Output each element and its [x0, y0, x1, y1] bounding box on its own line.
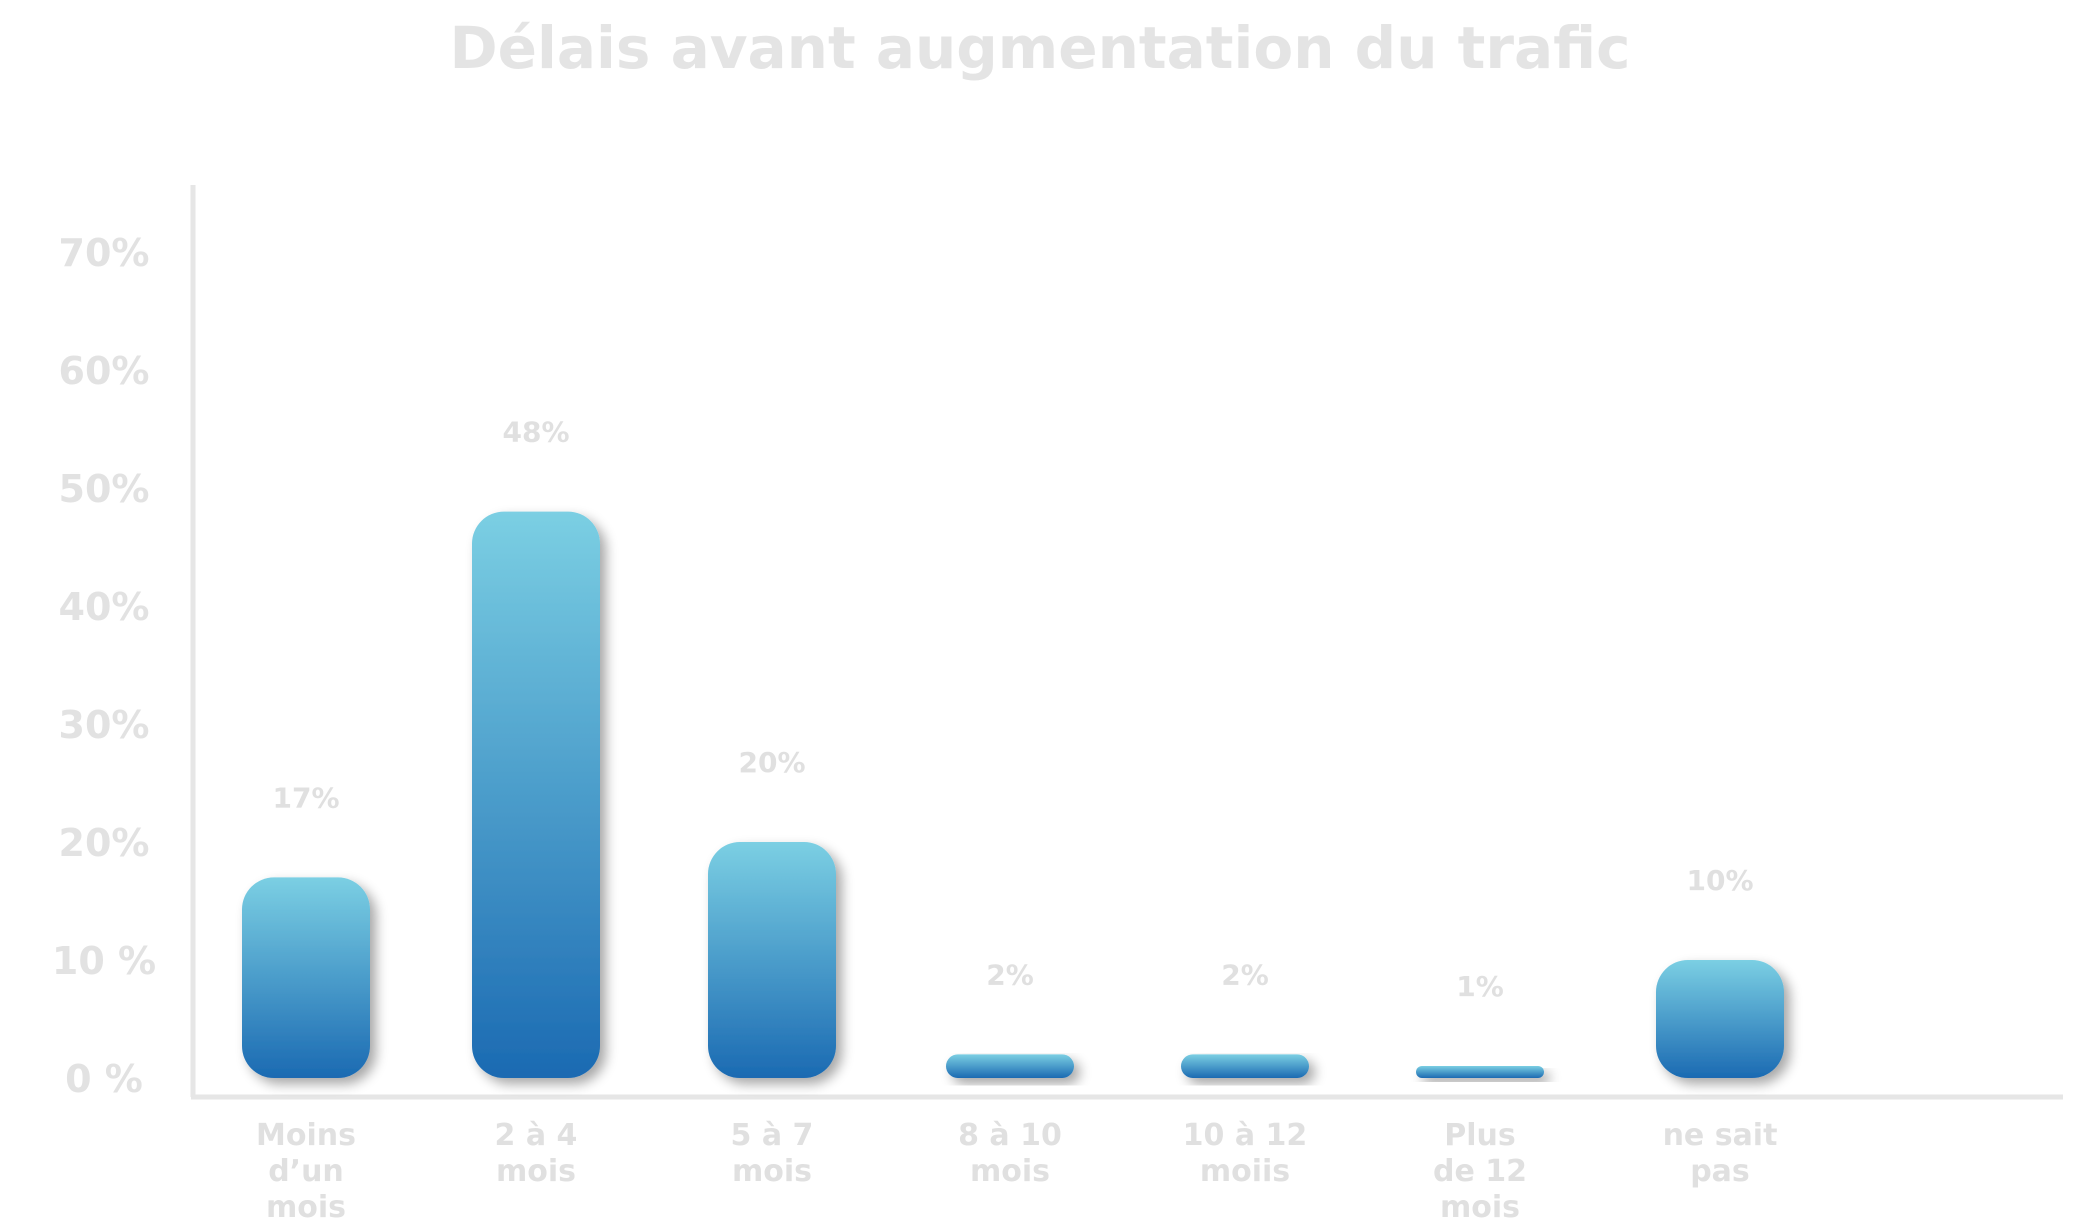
y-tick-label: 10 % [52, 939, 156, 983]
bar-value-label: 17% [272, 781, 339, 814]
data-labels: 17% 48% 20% 2% 2% 1% 10% [272, 416, 1753, 1003]
y-tick-label: 0 % [65, 1057, 143, 1101]
x-tick-label: 2 à 4 mois [495, 1118, 578, 1189]
bar-value-label: 10% [1686, 864, 1753, 897]
y-tick-label: 60% [59, 349, 150, 393]
y-tick-label: 50% [59, 467, 150, 511]
bar [1656, 960, 1784, 1078]
x-tick-label: Moins d’un mois [256, 1118, 356, 1225]
bar [1416, 1066, 1544, 1078]
y-tick-label: 20% [59, 821, 150, 865]
x-tick-label: Plus de 12 mois [1433, 1118, 1527, 1225]
y-tick-label: 30% [59, 703, 150, 747]
bar-value-label: 2% [986, 958, 1034, 991]
y-tick-label: 70% [59, 231, 150, 275]
bar [946, 1054, 1074, 1078]
bars [242, 511, 1784, 1079]
bar-value-label: 20% [738, 746, 805, 779]
bar-value-label: 1% [1456, 970, 1504, 1003]
bar-value-label: 2% [1221, 958, 1269, 991]
category-labels: Moins d’un mois 2 à 4 mois 5 à 7 mois 8 à 10 moi… [256, 1118, 1777, 1225]
bar [472, 511, 600, 1079]
bar [1181, 1054, 1309, 1078]
x-tick-label: 10 à 12 moiis [1183, 1118, 1308, 1189]
x-tick-label: 8 à 10 mois [958, 1118, 1062, 1189]
y-tick-label: 40% [59, 585, 150, 629]
x-tick-label: 5 à 7 mois [731, 1118, 814, 1189]
y-axis-ticks: 0 % 10 % 20% 30% 40% 50% 60% 70% [52, 231, 156, 1101]
x-tick-label: ne sait pas [1663, 1118, 1778, 1189]
bar [242, 877, 370, 1078]
bar [708, 842, 836, 1078]
chart-title: Délais avant augmentation du trafic [449, 14, 1630, 82]
bar-value-label: 48% [502, 416, 569, 449]
